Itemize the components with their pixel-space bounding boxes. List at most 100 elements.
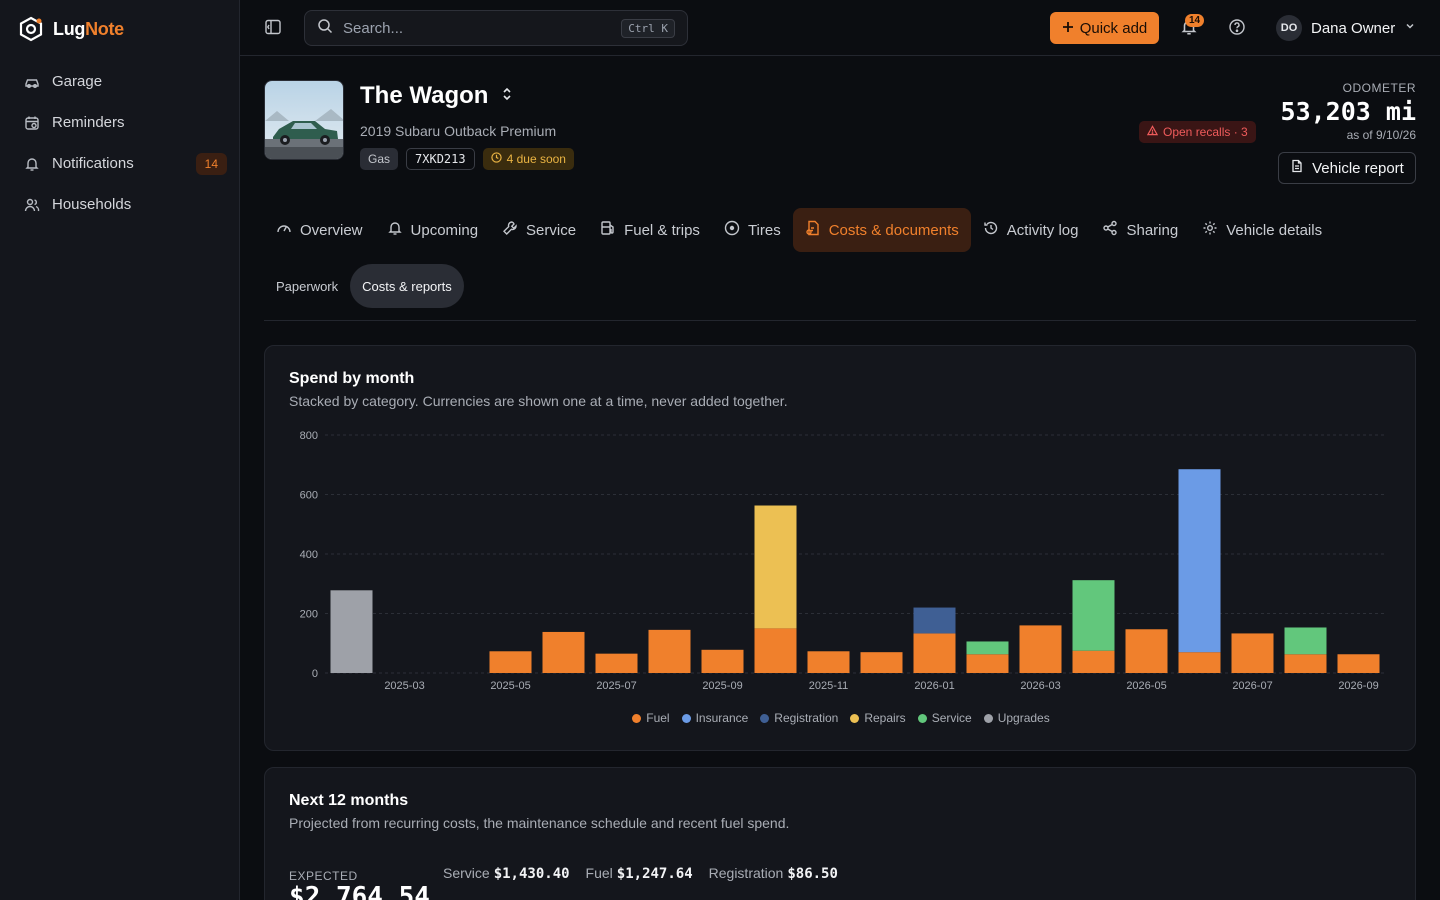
sidebar-item-garage[interactable]: Garage: [12, 62, 227, 101]
legend-label: Registration: [774, 711, 839, 725]
x-tick-label: 2025-09: [702, 680, 742, 692]
legend-swatch: [917, 713, 927, 723]
tab-costs-documents[interactable]: Costs & documents: [792, 208, 971, 252]
bar-segment-fuel: [860, 652, 903, 673]
recalls-badge[interactable]: Open recalls · 3: [1139, 121, 1256, 143]
license-plate-badge: 7XKD213: [406, 148, 475, 170]
sidebar-item-notifications[interactable]: Notifications 14: [12, 144, 227, 183]
vehicle-photo[interactable]: [264, 80, 344, 160]
tab-label: Tires: [747, 221, 781, 239]
legend-item-fuel[interactable]: Fuel: [632, 711, 670, 725]
clock-icon: [490, 152, 502, 166]
spend-by-month-card: 0 200 400 600 800 2025-03 2025-05 2025-07 2025-0…: [264, 345, 1416, 751]
legend-label: Upgrades: [997, 711, 1050, 725]
x-tick-label: 2026-03: [1020, 680, 1060, 692]
bar-segment-insurance: [1178, 469, 1221, 653]
vehicle-report-label: Vehicle report: [1312, 159, 1404, 177]
legend-item-registration[interactable]: Registration: [760, 711, 838, 725]
gauge-icon: [276, 220, 292, 240]
subtab-costs-reports[interactable]: Costs & reports: [350, 264, 464, 308]
next-12-months-card: Next 12 months Projected from recurring …: [264, 767, 1416, 900]
expected-label: EXPECTED: [289, 869, 358, 883]
search-icon: [317, 18, 333, 39]
bar-segment-fuel: [542, 631, 585, 673]
tab-label: Fuel & trips: [624, 221, 700, 239]
y-tick-label: 600: [300, 490, 318, 502]
next12-title: Next 12 months: [289, 792, 409, 809]
topbar: Search... Ctrl K Quick add 14 DO Dana Ow…: [240, 0, 1440, 56]
document-icon: [1290, 159, 1304, 177]
legend-item-insurance[interactable]: Insurance: [681, 711, 748, 725]
bar-segment-fuel: [489, 651, 532, 673]
bar-segment-fuel: [648, 629, 691, 673]
legend-item-upgrades[interactable]: Upgrades: [983, 711, 1050, 725]
bell-icon: [387, 220, 403, 240]
sidebar-item-label: Reminders: [52, 114, 125, 131]
legend-swatch: [983, 713, 993, 723]
tab-label: Vehicle details: [1226, 221, 1323, 239]
bar-segment-repairs: [754, 505, 797, 629]
due-soon-badge[interactable]: 4 due soon: [482, 148, 574, 170]
x-tick-label: 2025-11: [809, 680, 849, 692]
bar-segment-service: [1284, 627, 1327, 655]
tab-activity-log[interactable]: Activity log: [971, 208, 1091, 252]
receipt-icon: [805, 220, 821, 240]
due-soon-label: 4 due soon: [506, 152, 566, 166]
wrench-icon: [502, 220, 518, 240]
bar-segment-fuel: [966, 654, 1009, 673]
chevron-down-icon: [1404, 19, 1416, 37]
bar-segment-fuel: [1231, 633, 1274, 673]
tab-sharing[interactable]: Sharing: [1090, 208, 1190, 252]
bell-icon: [24, 156, 40, 172]
quick-add-button[interactable]: Quick add: [1050, 12, 1159, 44]
bar-segment-fuel: [913, 633, 956, 673]
spend-chart: 0 200 400 600 800 2025-03 2025-05 2025-07 2025-0…: [300, 430, 1385, 692]
tire-icon: [724, 220, 740, 240]
legend-label: Repairs: [864, 711, 906, 725]
y-tick-label: 800: [300, 430, 318, 442]
spend-description: Stacked by category. Currencies are show…: [289, 393, 788, 409]
tab-service[interactable]: Service: [490, 208, 588, 252]
brand-logo[interactable]: LugNote: [18, 16, 124, 42]
brand-name: LugNote: [53, 18, 124, 39]
logo-icon: [19, 16, 43, 42]
sidebar-item-reminders[interactable]: Reminders: [12, 103, 227, 142]
legend-item-service[interactable]: Service: [917, 711, 972, 725]
help-icon[interactable]: [1228, 18, 1246, 36]
next12-description: Projected from recurring costs, the main…: [289, 815, 790, 831]
vehicle-name: The Wagon: [360, 82, 489, 109]
vehicle-switcher-icon[interactable]: [500, 87, 514, 106]
bar-segment-fuel: [1019, 625, 1062, 673]
breakdown-item-fuel: Fuel $1,247.64: [585, 865, 693, 882]
legend-label: Fuel: [646, 711, 670, 725]
calendar-icon: [24, 115, 40, 131]
sidebar-item-label: Notifications: [52, 155, 134, 172]
recalls-label: Open recalls · 3: [1163, 125, 1248, 139]
avatar: DO: [1276, 15, 1302, 41]
bar-segment-fuel: [754, 628, 797, 673]
legend-item-repairs[interactable]: Repairs: [850, 711, 906, 725]
sidebar-item-households[interactable]: Households: [12, 185, 227, 224]
expected-value: $2,764.54: [289, 882, 430, 900]
plus-icon: [1062, 20, 1074, 37]
user-menu[interactable]: DO Dana Owner: [1276, 15, 1416, 41]
tab-fuel-trips[interactable]: Fuel & trips: [588, 208, 712, 252]
tab-tires[interactable]: Tires: [712, 208, 793, 252]
vehicle-tabs: Overview Upcoming Service Fuel & trips T…: [264, 208, 1334, 252]
x-tick-label: 2025-05: [490, 680, 530, 692]
x-tick-label: 2026-05: [1126, 680, 1166, 692]
tab-label: Costs & documents: [828, 221, 959, 239]
tab-overview[interactable]: Overview: [264, 208, 375, 252]
sidebar-toggle-icon[interactable]: [264, 18, 284, 38]
vehicle-report-button[interactable]: Vehicle report: [1278, 152, 1416, 184]
bar-segment-service: [966, 641, 1009, 655]
vehicle-title: The Wagon: [360, 82, 514, 110]
y-tick-label: 0: [312, 668, 318, 680]
tab-upcoming[interactable]: Upcoming: [375, 208, 491, 252]
y-tick-label: 400: [300, 549, 318, 561]
tab-vehicle-details[interactable]: Vehicle details: [1190, 208, 1334, 252]
subtab-paperwork[interactable]: Paperwork: [276, 278, 339, 294]
bar-segment-fuel: [701, 649, 744, 673]
search-input[interactable]: Search... Ctrl K: [304, 10, 688, 46]
legend-swatch: [681, 713, 691, 723]
